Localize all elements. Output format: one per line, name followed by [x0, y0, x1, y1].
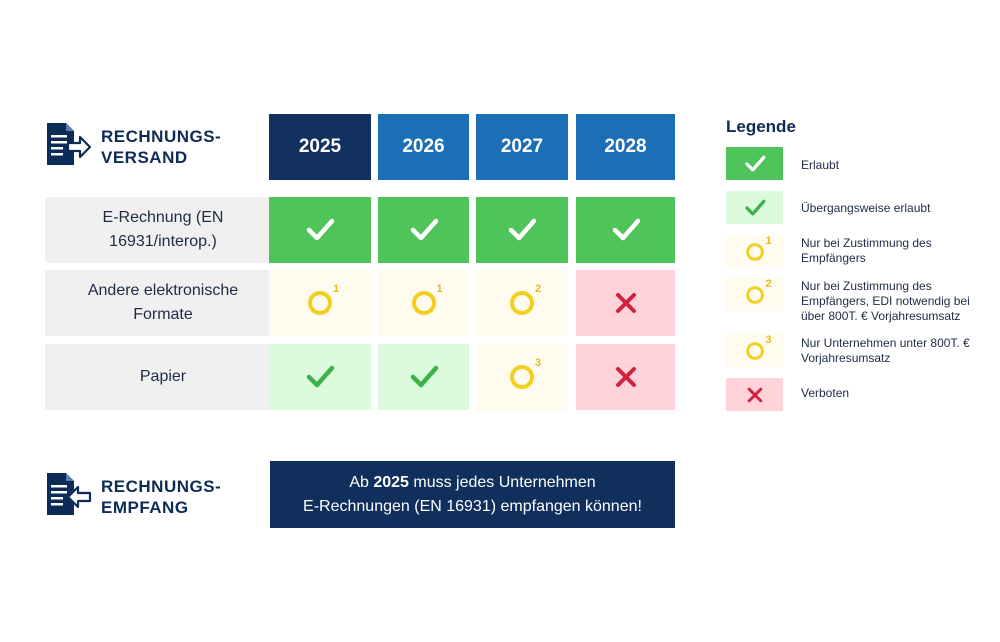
matrix-cell: 3	[476, 344, 568, 410]
legend-swatch: 1	[726, 235, 783, 268]
matrix-cell	[476, 197, 568, 263]
check-icon	[507, 215, 537, 245]
footnote-marker: 2	[765, 277, 772, 290]
footnote-marker: 3	[535, 357, 542, 369]
legend-swatch: 3	[726, 334, 783, 367]
banner-year: 2025	[373, 473, 409, 491]
cross-icon	[611, 362, 641, 392]
cross-icon	[611, 288, 641, 318]
section-title-empfang: RECHNUNGS- EMPFANG	[101, 476, 221, 518]
year-header-2025: 2025	[269, 114, 371, 180]
matrix-cell	[269, 344, 371, 410]
legend-swatch	[726, 147, 783, 180]
row-label-e-rechnung: E-Rechnung (EN 16931/interop.)	[45, 197, 281, 263]
matrix-cell	[269, 197, 371, 263]
matrix-cell: 1	[378, 270, 469, 336]
row-label-andere-formate-line1: Andere elektronische	[87, 282, 239, 299]
cross-icon	[744, 384, 766, 406]
row-label-papier-line1: Papier	[139, 368, 187, 385]
legend-label: Nur bei Zustimmung des Empfängers, EDI n…	[801, 279, 970, 323]
matrix-cell: 1	[269, 270, 371, 336]
banner-prefix: Ab	[349, 473, 374, 491]
light-check-icon	[305, 362, 335, 392]
matrix-cell: 2	[476, 270, 568, 336]
banner-line1: Ab 2025 muss jedes Unternehmen	[349, 471, 595, 495]
year-header-2028: 2028	[576, 114, 675, 180]
legend-label: Nur Unternehmen unter 800T. € Vorjahresu…	[801, 336, 970, 365]
circle-icon: 1	[305, 283, 339, 318]
circle-icon: 3	[507, 357, 541, 392]
row-label-papier: Papier	[45, 344, 281, 410]
light-check-icon	[409, 362, 439, 392]
circle-icon: 2	[507, 283, 541, 318]
row-label-e-rechnung-line1: E-Rechnung (EN	[102, 209, 224, 226]
row-label-e-rechnung-line2: 16931/interop.)	[109, 233, 217, 250]
receive-notice-banner: Ab 2025 muss jedes Unternehmen E-Rechnun…	[270, 461, 675, 528]
footnote-marker: 2	[535, 283, 542, 295]
light-check-icon	[744, 197, 766, 219]
legend-label: Erlaubt	[801, 158, 840, 172]
circle-icon: 3	[744, 334, 772, 362]
section-title-empfang-line2: EMPFANG	[101, 498, 189, 517]
section-title-versand: RECHNUNGS- VERSAND	[101, 126, 221, 168]
footnote-marker: 1	[333, 283, 340, 295]
footnote-marker: 1	[765, 234, 772, 247]
legend-label: Übergangsweise erlaubt	[801, 201, 931, 215]
legend-label: Nur bei Zustimmung des Empfängers	[801, 236, 932, 265]
footnote-marker: 1	[436, 283, 443, 295]
matrix-cell	[576, 344, 675, 410]
legend-swatch	[726, 378, 783, 411]
section-title-versand-line2: VERSAND	[101, 148, 188, 167]
banner-line2: E-Rechnungen (EN 16931) empfangen können…	[303, 497, 642, 515]
matrix-cell	[576, 270, 675, 336]
row-label-andere-formate-line2: Formate	[133, 306, 193, 323]
section-title-empfang-line1: RECHNUNGS-	[101, 477, 222, 496]
matrix-cell	[576, 197, 675, 263]
check-icon	[611, 215, 641, 245]
legend-swatch	[726, 191, 783, 224]
footnote-marker: 3	[765, 333, 772, 346]
check-icon	[409, 215, 439, 245]
check-icon	[305, 215, 335, 245]
legend-title: Legende	[726, 117, 796, 136]
legend-label: Verboten	[801, 386, 850, 400]
circle-icon: 1	[409, 283, 443, 318]
year-header-2027: 2027	[476, 114, 568, 180]
check-icon	[744, 153, 766, 175]
section-title-versand-line1: RECHNUNGS-	[101, 127, 222, 146]
row-label-andere-formate: Andere elektronische Formate	[45, 270, 281, 336]
banner-suffix: muss jedes Unternehmen	[408, 473, 596, 491]
legend-swatch: 2	[726, 278, 783, 311]
matrix-cell	[378, 197, 469, 263]
matrix-cell	[378, 344, 469, 410]
invoice-receive-icon	[44, 471, 92, 519]
circle-icon: 2	[744, 278, 772, 306]
year-header-2026: 2026	[378, 114, 469, 180]
invoice-send-icon	[44, 121, 92, 169]
circle-icon: 1	[744, 235, 772, 263]
